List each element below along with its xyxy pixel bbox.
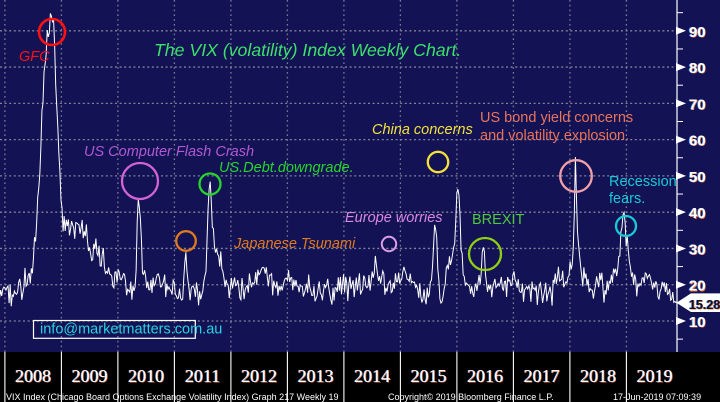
svg-text:2009: 2009 — [72, 366, 108, 386]
svg-text:60: 60 — [689, 133, 706, 150]
svg-text:15.28: 15.28 — [689, 298, 720, 312]
svg-text:US.Debt.downgrade.: US.Debt.downgrade. — [219, 160, 354, 176]
svg-text:info@marketmatters.com.au: info@marketmatters.com.au — [40, 322, 222, 338]
svg-text:2008: 2008 — [15, 366, 51, 386]
svg-text:and volatility explosion.: and volatility explosion. — [480, 128, 629, 144]
svg-text:2016: 2016 — [467, 366, 503, 386]
svg-text:Japanese Tsunami: Japanese Tsunami — [233, 236, 356, 252]
svg-text:2019: 2019 — [637, 366, 673, 386]
svg-text:40: 40 — [689, 205, 706, 222]
svg-text:US Computer Flash Crash: US Computer Flash Crash — [84, 144, 254, 160]
svg-text:17-Jun-2019 07:09:39: 17-Jun-2019 07:09:39 — [613, 392, 701, 402]
svg-text:2018: 2018 — [580, 366, 616, 386]
svg-text:2011: 2011 — [185, 366, 220, 386]
svg-text:US bond yield concerns: US bond yield concerns — [480, 110, 633, 126]
svg-text:70: 70 — [689, 96, 706, 113]
svg-text:VIX Index (Chicago Board Optio: VIX Index (Chicago Board Options Exchang… — [6, 392, 339, 402]
svg-text:10: 10 — [689, 314, 706, 331]
svg-text:2010: 2010 — [128, 366, 164, 386]
svg-text:BREXIT: BREXIT — [472, 212, 525, 228]
svg-text:2017: 2017 — [524, 366, 560, 386]
svg-text:50: 50 — [689, 169, 706, 186]
svg-text:Europe worries: Europe worries — [345, 210, 443, 226]
svg-text:20: 20 — [689, 278, 706, 295]
svg-text:China concerns: China concerns — [372, 122, 473, 138]
svg-text:80: 80 — [689, 60, 706, 77]
svg-text:2012: 2012 — [241, 366, 277, 386]
svg-text:90: 90 — [689, 24, 706, 41]
svg-text:2013: 2013 — [298, 366, 334, 386]
svg-text:30: 30 — [689, 241, 706, 258]
svg-text:2015: 2015 — [411, 366, 447, 386]
svg-text:GFC: GFC — [19, 49, 50, 65]
svg-text:Copyright© 2019 Bloomberg Fina: Copyright© 2019 Bloomberg Finance L.P. — [388, 392, 554, 402]
svg-text:fears.: fears. — [609, 191, 645, 207]
svg-text:Recession: Recession — [609, 174, 677, 190]
svg-text:The VIX (volatility) Index Wee: The VIX (volatility) Index Weekly Chart. — [154, 40, 461, 60]
svg-text:2014: 2014 — [354, 366, 390, 386]
